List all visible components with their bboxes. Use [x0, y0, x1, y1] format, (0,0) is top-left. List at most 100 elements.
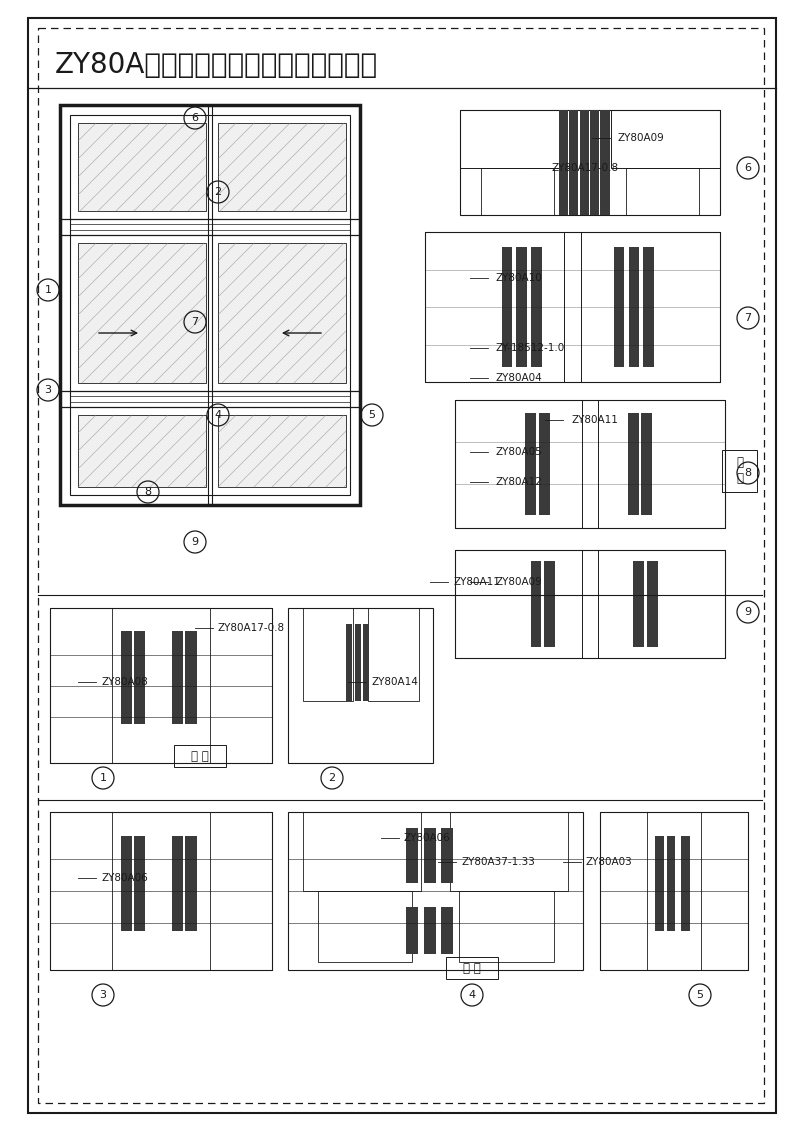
- Bar: [455, 550, 725, 658]
- Bar: [654, 836, 664, 931]
- Bar: [530, 561, 542, 647]
- Text: ZY80A11: ZY80A11: [453, 577, 500, 587]
- Bar: [186, 631, 197, 724]
- Text: ZY80A05: ZY80A05: [496, 447, 542, 457]
- Text: ZY-18512-1.0: ZY-18512-1.0: [496, 343, 566, 353]
- Bar: [460, 110, 720, 215]
- Bar: [134, 631, 146, 724]
- Bar: [288, 812, 583, 970]
- Bar: [590, 110, 599, 215]
- Bar: [78, 243, 206, 383]
- Text: 1: 1: [99, 772, 106, 783]
- Bar: [666, 836, 675, 931]
- Bar: [643, 247, 654, 366]
- Bar: [354, 623, 361, 701]
- Bar: [611, 110, 720, 167]
- Bar: [50, 812, 272, 970]
- Bar: [318, 891, 412, 962]
- Text: ZY80A11: ZY80A11: [571, 415, 618, 425]
- Bar: [628, 413, 638, 516]
- Bar: [70, 115, 350, 495]
- Bar: [600, 812, 647, 970]
- Bar: [646, 561, 658, 647]
- Bar: [368, 608, 418, 701]
- Text: 室 外: 室 外: [463, 961, 481, 975]
- Text: ZY80A12: ZY80A12: [496, 477, 543, 487]
- Bar: [174, 745, 226, 767]
- Bar: [598, 400, 725, 528]
- Bar: [363, 623, 370, 701]
- Bar: [442, 907, 453, 955]
- Bar: [582, 232, 720, 382]
- Bar: [626, 167, 699, 215]
- Bar: [455, 400, 582, 528]
- Text: ZY80A03: ZY80A03: [586, 857, 633, 867]
- Bar: [50, 812, 112, 970]
- Text: 7: 7: [191, 317, 198, 327]
- Text: 8: 8: [745, 468, 751, 478]
- Bar: [629, 247, 639, 366]
- Bar: [459, 891, 554, 962]
- Bar: [121, 836, 132, 931]
- Bar: [634, 561, 644, 647]
- Text: 6: 6: [191, 113, 198, 123]
- Text: 5: 5: [697, 990, 703, 1000]
- Bar: [455, 400, 725, 528]
- Bar: [446, 957, 498, 979]
- Bar: [481, 167, 554, 215]
- Bar: [450, 812, 568, 891]
- Text: ZY80A04: ZY80A04: [496, 373, 542, 383]
- Bar: [424, 828, 435, 883]
- Bar: [346, 623, 352, 701]
- Text: 3: 3: [99, 990, 106, 1000]
- Text: ZY80A08: ZY80A08: [101, 677, 148, 687]
- Text: 7: 7: [745, 313, 751, 323]
- Bar: [186, 836, 197, 931]
- Text: 室 外: 室 外: [191, 750, 209, 762]
- Text: ZY80A17-0.8: ZY80A17-0.8: [551, 163, 618, 173]
- Text: 3: 3: [45, 385, 51, 395]
- Text: 5: 5: [369, 411, 375, 420]
- Text: ZY80A06: ZY80A06: [101, 873, 148, 883]
- Text: ZY80A06: ZY80A06: [404, 834, 450, 843]
- Bar: [682, 836, 690, 931]
- Text: 1: 1: [45, 285, 51, 295]
- Bar: [600, 812, 748, 970]
- Bar: [218, 123, 346, 211]
- Bar: [570, 110, 578, 215]
- Bar: [172, 836, 183, 931]
- Text: ZY80A10: ZY80A10: [496, 273, 542, 283]
- Bar: [218, 415, 346, 487]
- Bar: [526, 413, 536, 516]
- Text: ZY80A14: ZY80A14: [371, 677, 418, 687]
- Text: 室
外: 室 外: [736, 457, 743, 485]
- Text: 8: 8: [145, 487, 151, 497]
- Bar: [406, 828, 418, 883]
- Bar: [302, 812, 421, 891]
- Bar: [50, 608, 272, 763]
- Bar: [517, 247, 526, 366]
- Text: ZY80A37-1.33: ZY80A37-1.33: [461, 857, 535, 867]
- Bar: [121, 631, 132, 724]
- Bar: [642, 413, 652, 516]
- Text: ZY80A系列穿条隔热节能推拉窗结构图: ZY80A系列穿条隔热节能推拉窗结构图: [55, 51, 378, 79]
- Bar: [50, 608, 112, 763]
- Bar: [60, 105, 360, 506]
- Bar: [218, 243, 346, 383]
- Bar: [134, 836, 146, 931]
- Bar: [302, 608, 354, 701]
- Bar: [455, 550, 582, 658]
- Bar: [502, 247, 512, 366]
- Bar: [701, 812, 748, 970]
- Bar: [442, 828, 453, 883]
- Text: 2: 2: [214, 187, 222, 197]
- Bar: [406, 907, 418, 955]
- Bar: [722, 450, 757, 492]
- Bar: [538, 413, 550, 516]
- Bar: [172, 631, 183, 724]
- Bar: [78, 123, 206, 211]
- Bar: [579, 110, 589, 215]
- Bar: [288, 608, 433, 763]
- Bar: [598, 550, 725, 658]
- Bar: [531, 247, 542, 366]
